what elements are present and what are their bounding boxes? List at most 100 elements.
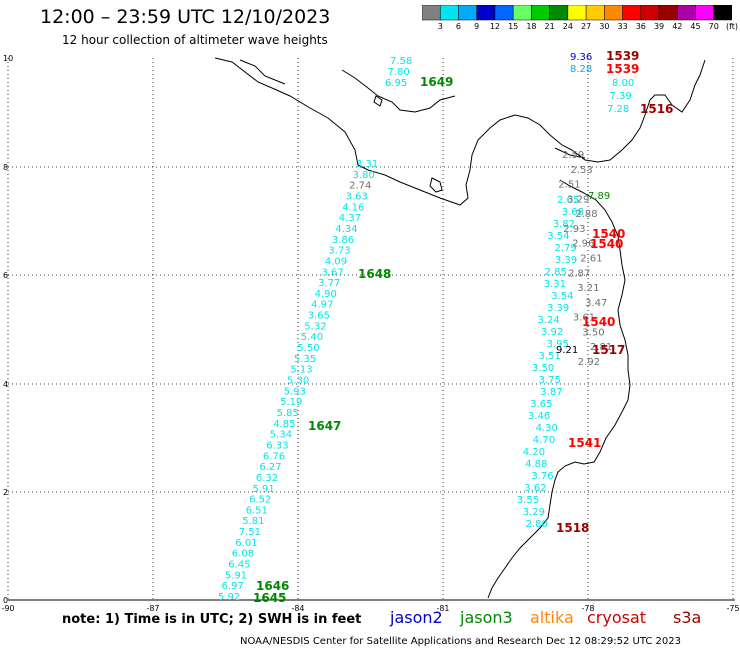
wave-value: 3.80 bbox=[353, 170, 375, 181]
pass-label: 1540 bbox=[592, 227, 625, 241]
wave-value: 6.45 bbox=[228, 560, 250, 571]
wave-value: 3.21 bbox=[577, 283, 599, 294]
wave-value: 5.34 bbox=[270, 430, 292, 441]
wave-value: 3.95 bbox=[547, 339, 569, 350]
color-scale-label: 30 bbox=[599, 22, 610, 31]
wave-value: 3.65 bbox=[530, 399, 552, 410]
x-tick-label: -81 bbox=[436, 604, 449, 613]
wave-value: 3.86 bbox=[332, 235, 354, 246]
color-scale-bar bbox=[422, 5, 732, 21]
color-scale-label: 42 bbox=[672, 22, 683, 31]
wave-value: 6.01 bbox=[235, 538, 257, 549]
color-scale-label: 39 bbox=[653, 22, 665, 31]
x-tick-label: -78 bbox=[581, 604, 594, 613]
legend-s3a: s3a bbox=[673, 608, 702, 627]
color-scale-label: 9 bbox=[474, 22, 480, 31]
wave-value: 3.67 bbox=[322, 267, 344, 278]
wave-value: 2.61 bbox=[580, 254, 602, 265]
wave-value: 6.33 bbox=[266, 440, 288, 451]
wave-value: 7.89 bbox=[588, 191, 610, 202]
wave-value: 3.55 bbox=[517, 495, 539, 506]
wave-value: 8.28 bbox=[570, 64, 592, 75]
wave-value: 3.31 bbox=[356, 159, 378, 170]
legend-cryosat: cryosat bbox=[587, 608, 647, 627]
wave-value: 3.50 bbox=[582, 327, 604, 338]
color-scale-label: 15 bbox=[508, 22, 519, 31]
pass-label: 1540 bbox=[590, 237, 623, 251]
wave-value: 3.61 bbox=[573, 313, 595, 324]
wave-value: 6.52 bbox=[249, 495, 271, 506]
wave-value: 6.27 bbox=[259, 462, 281, 473]
pass-label: 1540 bbox=[582, 315, 615, 329]
legend-jason2: jason2 bbox=[390, 608, 443, 627]
color-scale-label: 36 bbox=[635, 22, 646, 31]
map-subtitle: 12 hour collection of altimeter wave hei… bbox=[62, 33, 328, 47]
wave-value: 3.76 bbox=[531, 471, 553, 482]
wave-value: 7.51 bbox=[239, 527, 261, 538]
wave-value: 5.32 bbox=[304, 321, 326, 332]
color-scale-label: 6 bbox=[455, 22, 462, 31]
wave-value: 2.59 bbox=[562, 150, 584, 161]
color-scale-label: 3 bbox=[437, 22, 443, 31]
y-tick-label: 4 bbox=[3, 380, 8, 389]
coastline bbox=[214, 57, 706, 599]
wave-value: 4.30 bbox=[536, 423, 558, 434]
wave-value: 5.91 bbox=[225, 570, 247, 581]
wave-value: 3.73 bbox=[328, 246, 350, 257]
legend-altika: altika bbox=[530, 608, 574, 627]
wave-value: 7.58 bbox=[390, 56, 412, 67]
wave-value: 3.75 bbox=[539, 375, 561, 386]
wave-value: 2.81 bbox=[590, 342, 612, 353]
pass-label: 1649 bbox=[420, 75, 453, 89]
wave-value: 3.77 bbox=[318, 278, 340, 289]
wave-value: 3.31 bbox=[544, 279, 566, 290]
wave-value: 4.85 bbox=[273, 419, 295, 430]
pass-label: 1645 bbox=[253, 591, 286, 605]
wave-value: 4.09 bbox=[325, 256, 347, 267]
wave-value: 5.40 bbox=[301, 332, 323, 343]
wave-value: 5.35 bbox=[294, 354, 316, 365]
wave-value: 4.90 bbox=[315, 289, 337, 300]
pass-label: 1648 bbox=[358, 267, 391, 281]
wave-value: 5.85 bbox=[277, 408, 299, 419]
wave-value: 4.88 bbox=[525, 459, 547, 470]
pass-labels: 1649 1648 1647 1646 1645 1539 1539 1516 … bbox=[253, 49, 673, 605]
wave-value: 2.79 bbox=[555, 243, 577, 254]
pass-label: 1518 bbox=[556, 521, 589, 535]
wave-value: 2.88 bbox=[575, 209, 597, 220]
wave-value: 5.13 bbox=[290, 365, 312, 376]
wave-value: 9.36 bbox=[570, 52, 592, 63]
wave-value: 3.39 bbox=[555, 255, 577, 266]
wave-value: 2.87 bbox=[568, 268, 590, 279]
wave-value: 6.51 bbox=[246, 505, 268, 516]
color-scale-label: 18 bbox=[526, 22, 537, 31]
pass-label: 1517 bbox=[592, 343, 625, 357]
wave-value: 4.70 bbox=[533, 435, 555, 446]
wave-value: 5.30 bbox=[287, 376, 309, 387]
grid-lines bbox=[7, 58, 734, 600]
wave-value: 7.28 bbox=[607, 104, 629, 115]
wave-value: 5.92 bbox=[218, 592, 240, 603]
axis-ticks: -90 -87 -84 -81 -78 -75 10 8 6 4 2 0 bbox=[1, 54, 739, 613]
wave-value: 3.24 bbox=[538, 315, 560, 326]
wave-value: 3.47 bbox=[585, 298, 607, 309]
wave-value: 3.92 bbox=[541, 327, 563, 338]
color-scale-label: 24 bbox=[562, 22, 573, 31]
wave-value: 4.97 bbox=[311, 300, 333, 311]
wave-value: 2.80 bbox=[526, 519, 548, 530]
y-tick-label: 6 bbox=[3, 271, 8, 280]
wave-value: 7.80 bbox=[388, 67, 410, 78]
wave-value: 4.20 bbox=[523, 447, 545, 458]
wave-value: 6.08 bbox=[232, 549, 254, 560]
pass-label: 1647 bbox=[308, 419, 341, 433]
wave-value: 6.32 bbox=[256, 473, 278, 484]
wave-value: 4.16 bbox=[342, 202, 364, 213]
wave-value: 2.93 bbox=[563, 224, 585, 235]
x-tick-label: -90 bbox=[1, 604, 14, 613]
wave-value: 5.19 bbox=[280, 397, 302, 408]
y-tick-label: 8 bbox=[3, 163, 8, 172]
wave-value: 3.68 bbox=[562, 207, 584, 218]
x-tick-label: -84 bbox=[291, 604, 304, 613]
wave-value: 3.63 bbox=[346, 192, 368, 203]
wave-value: 3.54 bbox=[547, 231, 569, 242]
